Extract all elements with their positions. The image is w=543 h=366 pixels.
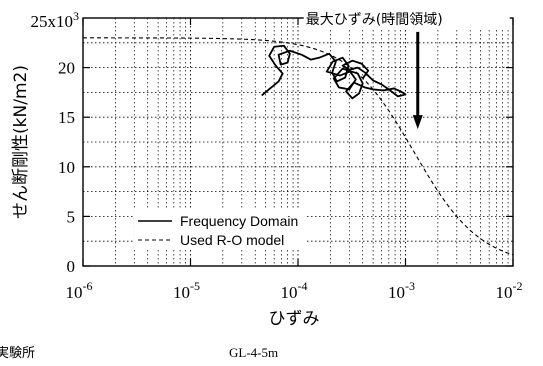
x-tick-label: 10-3 (388, 279, 415, 302)
annotation: 最大ひずみ(時間領域) (303, 9, 510, 130)
series-line-used-r-o-model (83, 37, 514, 256)
x-tick-label-base: 10 (173, 283, 190, 302)
x-tick-label-base: 10 (496, 283, 513, 302)
annotation-arrow-head (412, 115, 423, 130)
x-tick-label: 10-4 (281, 279, 308, 302)
y-tick-label: 20 (58, 59, 75, 78)
x-tick-label-base: 10 (281, 283, 298, 302)
legend-label-frequency-domain: Frequency Domain (180, 213, 298, 229)
y-tick-label: 5 (67, 207, 76, 226)
legend: Frequency Domain Used R-O model (134, 209, 306, 249)
series-line-frequency-domain (261, 44, 407, 100)
x-tick-label-base: 10 (388, 283, 405, 302)
x-tick-label: 10-5 (173, 279, 200, 302)
legend-background (134, 209, 306, 249)
legend-label-used-r-o-model: Used R-O model (180, 232, 284, 248)
x-tick-label-exponent: -2 (513, 279, 523, 293)
x-axis-title: ひずみ (269, 309, 320, 329)
y-axis-title: せん断剛性(kN/m2) (11, 65, 31, 219)
x-tick-label-exponent: -6 (83, 279, 93, 293)
caption-right: GL-4-5m (229, 345, 278, 360)
x-tick-label: 10-2 (496, 279, 523, 302)
y-tick-label: 10 (58, 158, 75, 177)
caption-left: 実験所 (0, 345, 35, 361)
x-tick-label-exponent: -3 (405, 279, 415, 293)
series-layer (83, 37, 514, 256)
y-tick-label: 0 (67, 257, 76, 276)
x-tick-label-exponent: -5 (190, 279, 200, 293)
y-tick-label: 15 (58, 108, 75, 127)
y-tick-label-top-base: 25x10 (31, 12, 74, 31)
annotation-background (303, 9, 510, 29)
x-tick-label-exponent: -4 (298, 279, 308, 293)
x-tick-label-base: 10 (66, 283, 83, 302)
annotation-label: 最大ひずみ(時間領域) (306, 11, 443, 28)
y-tick-label-top-exponent: 3 (73, 9, 79, 23)
x-tick-label: 10-6 (66, 279, 93, 302)
y-tick-label-top: 25x103 (31, 9, 80, 31)
